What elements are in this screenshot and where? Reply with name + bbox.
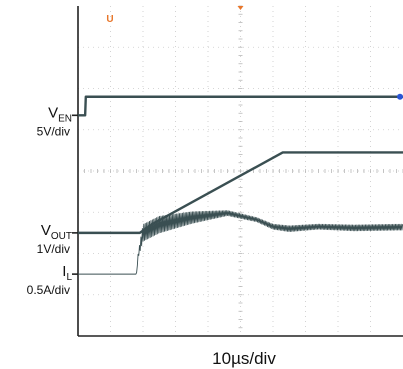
trigger-marker: U [106, 14, 113, 25]
channel-scale-label: 0.5A/div [27, 283, 70, 297]
x-axis-label: 10µs/div [212, 349, 276, 368]
channel-scale-label: 1V/div [37, 242, 70, 256]
chart-grid [77, 5, 403, 337]
trace-il [78, 210, 403, 275]
channel-name-label: VOUT [41, 222, 72, 242]
channel-name-label: IL [62, 263, 72, 283]
trace-ven [76, 95, 403, 117]
channel-name-label: VEN [48, 104, 72, 124]
time-reference-marker [237, 6, 244, 10]
channel-offset-marker [397, 93, 403, 100]
channel-scale-label: 5V/div [37, 124, 70, 138]
trace-layer [72, 6, 403, 275]
